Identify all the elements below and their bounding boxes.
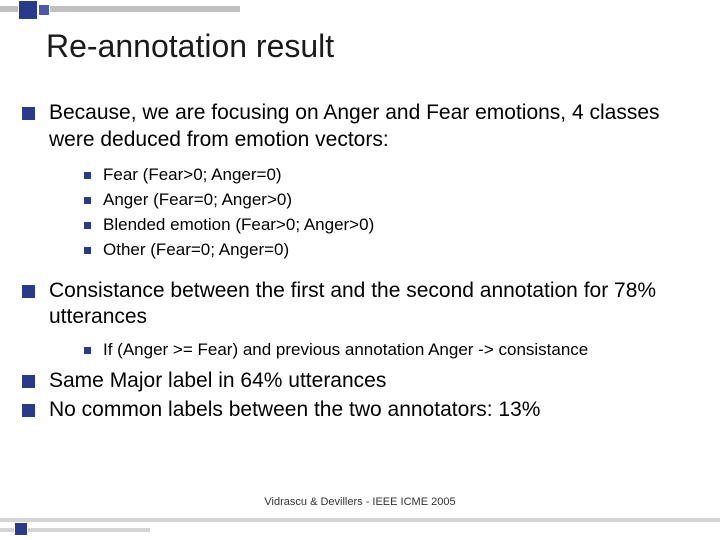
small-square-bullet-icon [84,172,91,179]
square-bullet-icon [22,285,35,298]
bullet-no-common-text: No common labels between the two annotat… [49,397,540,424]
small-square-bullet-icon [84,197,91,204]
class-item: Anger (Fear=0; Anger>0) [84,189,698,212]
bullet-consistance-text: Consistance between the first and the se… [49,278,698,332]
bullet-same-major: Same Major label in 64% utterances [22,368,698,395]
slide-footer: Vidrascu & Devillers - IEEE ICME 2005 [0,496,720,508]
slide-content: Because, we are focusing on Anger and Fe… [22,100,698,432]
bottom-bar-long [0,518,720,522]
consistance-subitem: If (Anger >= Fear) and previous annotati… [84,339,698,362]
small-square-bullet-icon [84,247,91,254]
top-decoration [0,0,260,18]
bullet-intro-text: Because, we are focusing on Anger and Fe… [49,100,698,154]
consistance-subtext: If (Anger >= Fear) and previous annotati… [103,339,588,362]
small-square-bullet-icon [84,347,91,354]
bottom-square [14,522,28,536]
class-item: Blended emotion (Fear>0; Anger>0) [84,214,698,237]
class-blended: Blended emotion (Fear>0; Anger>0) [103,214,374,237]
slide-title: Re-annotation result [46,28,334,65]
classes-list: Fear (Fear>0; Anger=0) Anger (Fear=0; An… [84,164,698,262]
square-bullet-icon [22,404,35,417]
small-square-bullet-icon [84,222,91,229]
class-item: Fear (Fear>0; Anger=0) [84,164,698,187]
top-square-large [18,0,38,20]
bullet-consistance: Consistance between the first and the se… [22,278,698,332]
slide: Re-annotation result Because, we are foc… [0,0,720,540]
class-item: Other (Fear=0; Anger=0) [84,239,698,262]
class-anger: Anger (Fear=0; Anger>0) [103,189,292,212]
class-fear: Fear (Fear>0; Anger=0) [103,164,282,187]
class-other: Other (Fear=0; Anger=0) [103,239,289,262]
bullet-same-major-text: Same Major label in 64% utterances [49,368,386,395]
square-bullet-icon [22,107,35,120]
top-square-small [38,4,50,16]
bullet-no-common: No common labels between the two annotat… [22,397,698,424]
bullet-intro: Because, we are focusing on Anger and Fe… [22,100,698,154]
square-bullet-icon [22,375,35,388]
consistance-sublist: If (Anger >= Fear) and previous annotati… [84,339,698,362]
